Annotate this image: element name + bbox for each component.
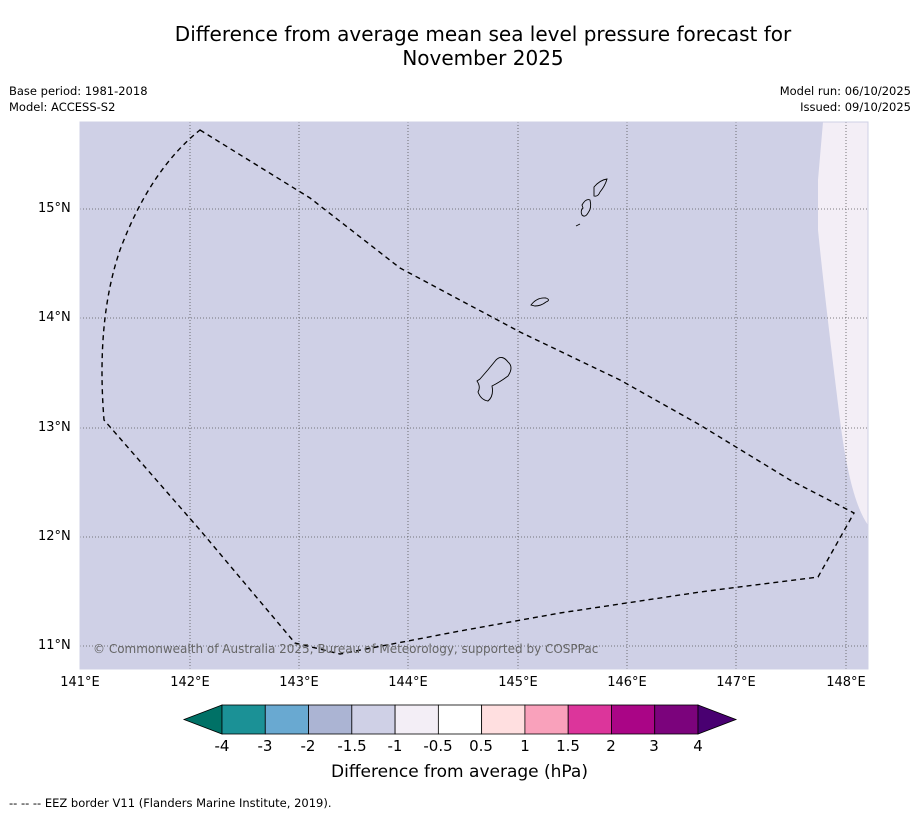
colorbar-tick: -1.5 — [337, 737, 367, 755]
colorbar-swatch — [654, 704, 699, 735]
colorbar-swatch — [351, 704, 396, 735]
lon-label: 141°E — [60, 675, 100, 690]
title-line-2: November 2025 — [402, 46, 564, 70]
graticule — [80, 122, 868, 669]
colorbar-tick: 2 — [606, 737, 616, 755]
lon-label: 146°E — [607, 675, 647, 690]
lat-label: 14°N — [38, 310, 71, 325]
island-small — [575, 223, 581, 227]
island-rota — [530, 297, 549, 307]
eez-border — [101, 129, 855, 655]
lon-label: 143°E — [279, 675, 319, 690]
colorbar-tick: -0.5 — [423, 737, 453, 755]
lon-label: 145°E — [498, 675, 538, 690]
island-guam — [476, 357, 512, 402]
anomaly-band-east — [818, 122, 868, 525]
map-frame — [79, 121, 869, 670]
colorbar-tick: 1.5 — [556, 737, 580, 755]
map-background — [80, 122, 868, 669]
meta-right: Model run: 06/10/2025 Issued: 09/10/2025 — [780, 83, 911, 115]
colorbar-swatch — [524, 704, 569, 735]
colorbar-swatch — [437, 704, 483, 735]
colorbar-tick: 0.5 — [469, 737, 493, 755]
colorbar-tick: -2 — [300, 737, 316, 755]
colorbar-tick: 1 — [520, 737, 530, 755]
lat-label: 13°N — [38, 420, 71, 435]
colorbar-swatch — [481, 704, 526, 735]
issued-date: Issued: 09/10/2025 — [800, 100, 911, 114]
colorbar-swatch — [221, 704, 266, 735]
meta-left: Base period: 1981-2018 Model: ACCESS-S2 — [9, 83, 148, 115]
colorbar-swatch — [394, 704, 439, 735]
colorbar-label: Difference from average (hPa) — [331, 762, 588, 782]
model-run: Model run: 06/10/2025 — [779, 84, 911, 98]
island-saipan — [580, 199, 592, 217]
colorbar-tick: -1 — [387, 737, 403, 755]
lat-label: 12°N — [38, 529, 71, 544]
colorbar — [182, 704, 738, 735]
colorbar-tick: -4 — [214, 737, 230, 755]
chart-title: Difference from average mean sea level p… — [0, 22, 919, 70]
lon-label: 144°E — [388, 675, 428, 690]
colorbar-extend-high — [697, 704, 738, 735]
title-line-1: Difference from average mean sea level p… — [174, 22, 792, 46]
colorbar-swatch — [567, 704, 612, 735]
lat-label: 15°N — [38, 201, 71, 216]
lat-label: 11°N — [38, 638, 71, 653]
colorbar-tick: 4 — [693, 737, 703, 755]
colorbar-swatch — [308, 704, 353, 735]
lon-label: 147°E — [716, 675, 756, 690]
base-period: Base period: 1981-2018 — [9, 84, 148, 98]
colorbar-tick: 3 — [649, 737, 659, 755]
copyright-text: © Commonwealth of Australia 2025, Bureau… — [93, 642, 598, 656]
eez-legend-footer: -- -- -- EEZ border V11 (Flanders Marine… — [9, 796, 332, 810]
lon-label: 148°E — [826, 675, 866, 690]
lon-label: 142°E — [170, 675, 210, 690]
model-name: Model: ACCESS-S2 — [9, 100, 116, 114]
colorbar-swatch — [611, 704, 656, 735]
island-anatahan — [593, 178, 608, 197]
colorbar-swatch — [264, 704, 309, 735]
colorbar-tick: -3 — [257, 737, 273, 755]
colorbar-extend-low — [182, 704, 223, 735]
